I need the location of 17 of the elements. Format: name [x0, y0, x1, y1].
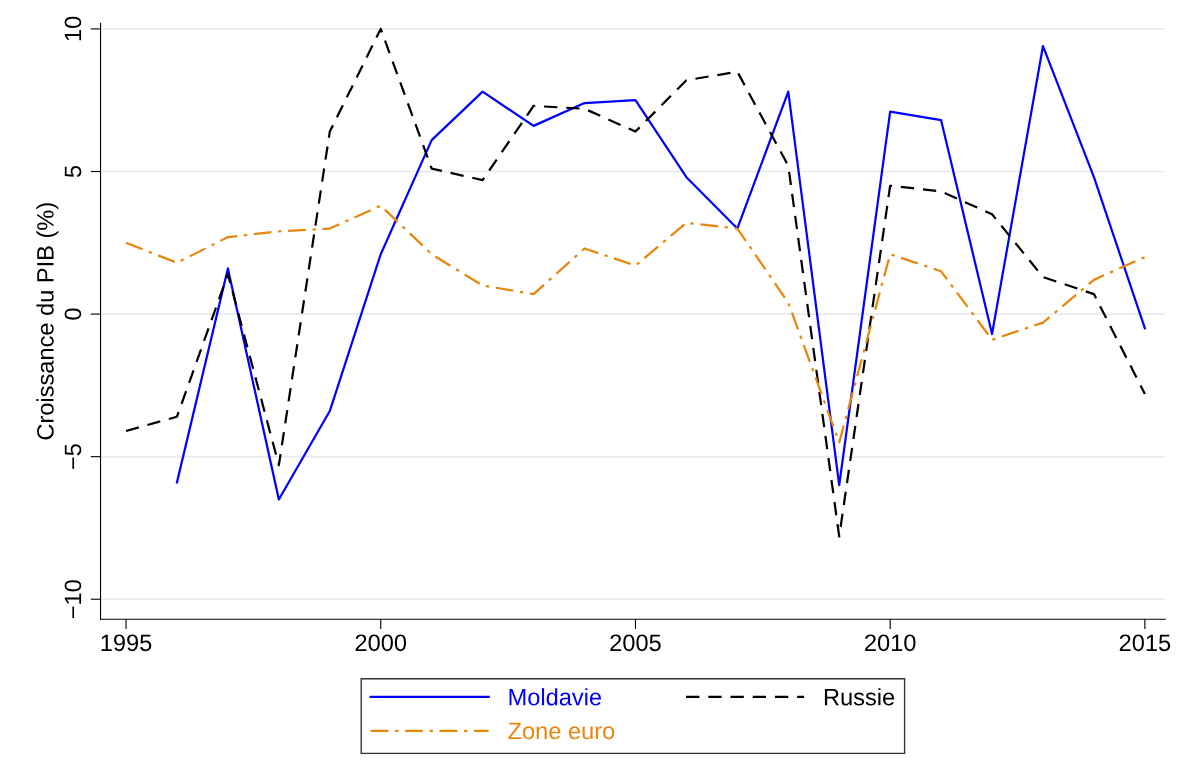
x-tick-label: 2015 — [1119, 634, 1171, 652]
x-tick-label: 2005 — [610, 634, 661, 652]
line-series — [124, 27, 1146, 538]
line-series — [175, 44, 1146, 501]
text: Zone euro — [508, 722, 615, 740]
y-tick-label: 5 — [64, 165, 82, 178]
y-tick-label: 10 — [64, 16, 82, 41]
x-tick-label: 2000 — [355, 634, 407, 652]
y-tick-label: 0 — [64, 308, 82, 320]
x-tick-label: 2010 — [865, 634, 916, 652]
y-axis-title: Croissance du PIB (%) — [36, 203, 59, 440]
y-tick-label: −5 — [64, 444, 82, 469]
y-tick-label: −10 — [64, 580, 82, 619]
text: Russie — [824, 688, 895, 706]
text: Moldavie — [509, 688, 602, 706]
line-series — [124, 204, 1146, 444]
x-tick-label: 1995 — [101, 634, 152, 652]
